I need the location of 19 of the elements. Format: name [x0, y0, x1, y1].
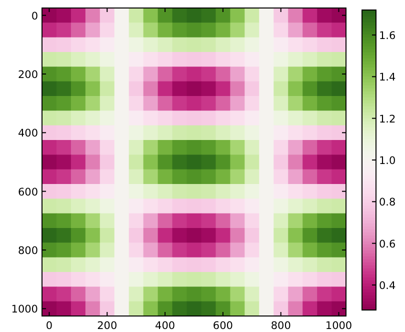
x-tick-label: 0	[46, 320, 53, 332]
color-bar-label: 1.2	[379, 113, 396, 126]
color-bar-label: 0.6	[379, 238, 396, 250]
x-tick-label: 800	[270, 320, 291, 332]
y-tick-label: 200	[18, 69, 38, 81]
x-tick-label: 400	[155, 320, 176, 332]
y-tick-label: 600	[18, 186, 38, 198]
color-bar-label: 0.4	[379, 280, 396, 292]
x-tick-label: 200	[97, 320, 118, 332]
x-tick-label: 1000	[325, 320, 352, 332]
y-tick-label: 400	[18, 128, 38, 140]
color-bar-label: 1.6	[379, 30, 396, 42]
y-tick-label: 0	[31, 10, 38, 22]
x-tick-label: 600	[212, 320, 233, 332]
y-tick-label: 800	[18, 245, 38, 257]
color-bar-label: 1.0	[379, 155, 396, 167]
color-bar-label: 0.8	[379, 196, 396, 209]
y-tick-label: 1000	[11, 304, 38, 316]
color-bar-label: 1.4	[379, 72, 396, 84]
